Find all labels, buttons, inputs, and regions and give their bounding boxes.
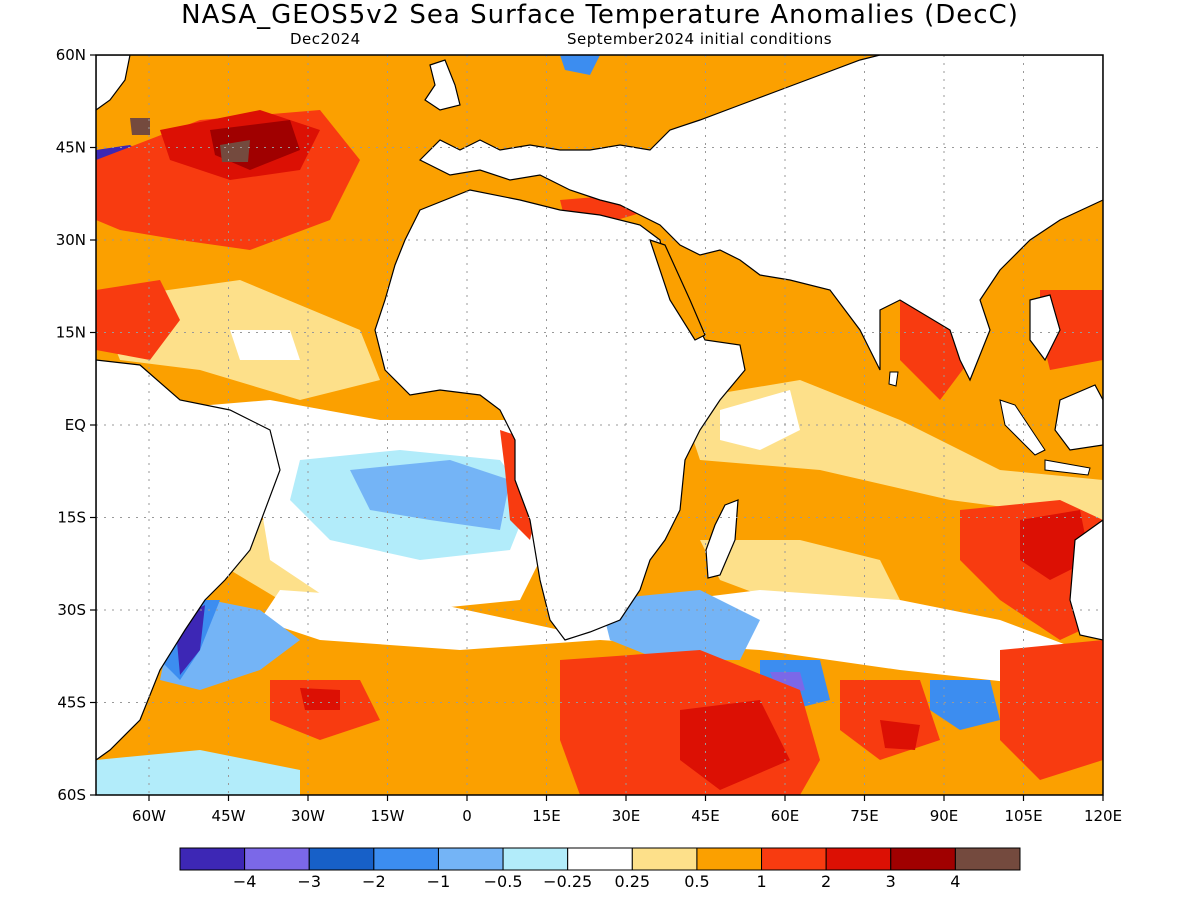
anomaly-patch — [930, 680, 1000, 730]
colorbar-label: 4 — [950, 872, 960, 891]
map-title: NASA_GEOS5v2 Sea Surface Temperature Ano… — [181, 0, 1019, 30]
colorbar-swatch — [567, 847, 633, 871]
colorbar-label: 0.5 — [684, 872, 709, 891]
initial-conditions-label: September2024 initial conditions — [567, 30, 833, 48]
colorbar-label: 2 — [821, 872, 831, 891]
lon-tick-label: 15E — [532, 807, 561, 825]
land-se-asia — [1029, 294, 1061, 362]
lat-tick-label: 30S — [57, 601, 86, 619]
colorbar-swatch — [825, 847, 892, 871]
lon-tick-label: 45E — [691, 807, 720, 825]
colorbar-label: −0.25 — [543, 872, 592, 891]
colorbar-label: −0.5 — [484, 872, 523, 891]
anomaly-patch — [130, 118, 150, 135]
anomaly-patch — [300, 688, 340, 710]
anomaly-patch — [220, 140, 250, 162]
lon-tick-label: 60E — [771, 807, 800, 825]
colorbar-swatch — [308, 847, 375, 871]
lat-tick-label: 60S — [57, 786, 86, 804]
lat-tick-label: 45N — [56, 139, 86, 157]
lon-tick-label: 120E — [1084, 807, 1122, 825]
longitude-axis: 60W 45W 30W 15W 0 15E 30E 45E 60E 75E 90E 105E 120E — [132, 795, 1122, 825]
colorbar-label: 0.25 — [614, 872, 650, 891]
colorbar-swatch — [631, 847, 698, 871]
lon-tick-label: 60W — [132, 807, 166, 825]
lon-tick-label: 105E — [1004, 807, 1042, 825]
colorbar: −4 −3 −2 −1 −0.5 −0.25 0.25 0.5 1 2 3 4 — [179, 847, 1021, 891]
colorbar-swatch — [244, 847, 310, 871]
colorbar-label: −3 — [297, 872, 321, 891]
anomaly-patch — [880, 720, 920, 750]
colorbar-swatch — [954, 847, 1021, 871]
anomaly-patch — [1040, 290, 1103, 370]
lon-tick-label: 30E — [612, 807, 641, 825]
colorbar-label: 3 — [886, 872, 896, 891]
land-java — [1044, 459, 1091, 476]
lon-tick-label: 75E — [850, 807, 879, 825]
lat-tick-label: 15N — [56, 324, 86, 342]
lon-tick-label: 15W — [371, 807, 405, 825]
lon-tick-label: 30W — [291, 807, 325, 825]
colorbar-label: −4 — [233, 872, 257, 891]
colorbar-swatch — [890, 847, 956, 871]
lon-tick-label: 0 — [462, 807, 472, 825]
latitude-axis: 60N 45N 30N 15N EQ 15S 30S 45S 60S — [56, 46, 96, 804]
land-australia — [1069, 519, 1103, 641]
anomaly-patch — [1000, 640, 1103, 780]
graticule — [96, 54, 1104, 796]
colorbar-label: 1 — [756, 872, 766, 891]
anomaly-patch — [350, 460, 510, 530]
lat-tick-label: 15S — [57, 509, 86, 527]
lat-tick-label: 60N — [56, 46, 86, 64]
lat-tick-label: 45S — [57, 694, 86, 712]
land-sumatra — [999, 399, 1046, 456]
land-madagascar — [705, 499, 739, 579]
colorbar-swatch — [696, 847, 763, 871]
land-borneo — [1054, 384, 1103, 451]
land-europe — [418, 55, 1103, 382]
colorbar-swatch — [179, 847, 246, 871]
colorbar-swatch — [437, 847, 504, 871]
anomaly-field — [96, 55, 1103, 795]
anomaly-patch — [230, 330, 300, 360]
land-sri-lanka — [888, 371, 899, 387]
anomaly-patch — [600, 590, 760, 660]
colorbar-label: −2 — [362, 872, 386, 891]
anomaly-patch — [700, 540, 900, 610]
forecast-month: Dec2024 — [290, 30, 361, 48]
anomaly-patch — [560, 55, 600, 75]
anomaly-patch — [1020, 510, 1090, 580]
anomaly-patch — [96, 750, 300, 795]
colorbar-swatch — [373, 847, 439, 871]
lon-tick-label: 45W — [212, 807, 246, 825]
lon-tick-label: 90E — [930, 807, 959, 825]
land-uk — [424, 59, 461, 111]
colorbar-label: −1 — [427, 872, 451, 891]
anomaly-patch — [96, 280, 180, 360]
land-south-america — [96, 359, 281, 761]
land-greenland-na — [96, 55, 131, 111]
colorbar-swatch — [502, 847, 569, 871]
lat-tick-label: EQ — [65, 416, 86, 434]
anomaly-patch — [720, 390, 800, 450]
colorbar-swatch — [761, 847, 827, 871]
anomaly-patch — [680, 700, 790, 790]
lat-tick-label: 30N — [56, 231, 86, 249]
